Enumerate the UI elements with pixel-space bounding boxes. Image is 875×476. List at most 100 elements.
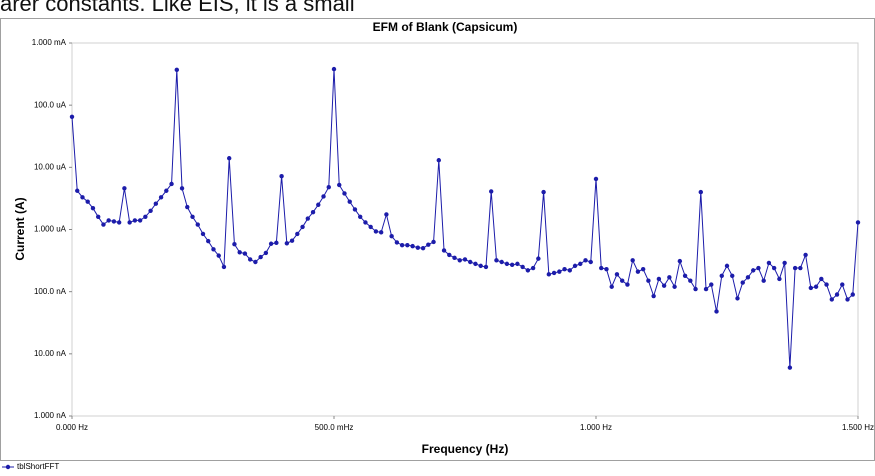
- data-point: [373, 229, 379, 234]
- chart-title: EFM of Blank (Capsicum): [373, 20, 518, 34]
- y-tick-label: 10.00 uA: [34, 162, 67, 171]
- data-point: [127, 220, 132, 225]
- data-point: [756, 265, 761, 271]
- data-point: [635, 269, 641, 274]
- data-point: [515, 261, 520, 267]
- y-axis-title: Current (A): [13, 197, 27, 260]
- data-point: [389, 234, 394, 239]
- legend-marker: [5, 464, 11, 470]
- data-point: [688, 278, 693, 283]
- data-point: [494, 258, 499, 263]
- data-point: [583, 258, 588, 263]
- data-point: [447, 252, 452, 258]
- data-point: [468, 259, 473, 265]
- data-point: [771, 265, 777, 271]
- y-tick-label: 10.00 nA: [34, 349, 67, 358]
- data-point: [263, 250, 269, 256]
- data-point: [326, 184, 331, 190]
- data-point: [824, 282, 829, 287]
- data-point: [247, 257, 253, 262]
- data-point: [719, 273, 724, 278]
- x-axis-title: Frequency (Hz): [422, 442, 509, 456]
- y-tick-label: 100.0 nA: [34, 287, 67, 296]
- data-point: [164, 188, 169, 193]
- data-point: [179, 186, 185, 191]
- data-point: [143, 214, 148, 220]
- data-point: [69, 114, 75, 119]
- data-point: [625, 282, 630, 287]
- x-tick-label: 1.000 Hz: [580, 423, 612, 432]
- data-point: [227, 156, 232, 161]
- data-point: [709, 282, 714, 287]
- data-point: [840, 282, 845, 287]
- data-point: [536, 256, 541, 261]
- data-point: [546, 272, 552, 277]
- data-point: [557, 269, 562, 274]
- data-point: [85, 199, 90, 204]
- data-point: [80, 195, 85, 200]
- data-point: [677, 258, 683, 264]
- data-point: [562, 266, 567, 272]
- data-point: [258, 254, 263, 260]
- data-point: [420, 246, 426, 251]
- x-tick-label: 500.0 mHz: [315, 423, 354, 432]
- data-point: [819, 276, 824, 282]
- x-tick-label: 0.000 Hz: [56, 423, 88, 432]
- data-point: [751, 268, 756, 273]
- data-point: [787, 365, 793, 370]
- data-point: [672, 284, 677, 289]
- data-point: [122, 186, 127, 191]
- data-point: [682, 273, 688, 278]
- data-point: [279, 174, 284, 179]
- data-point: [855, 220, 861, 225]
- data-point: [289, 238, 295, 243]
- y-tick-label: 1.000 mA: [32, 38, 67, 47]
- data-point: [111, 219, 117, 224]
- data-point: [331, 66, 337, 72]
- data-point: [703, 286, 709, 292]
- data-point: [106, 218, 111, 223]
- data-point: [525, 268, 531, 273]
- data-point: [578, 261, 583, 267]
- data-point: [426, 242, 431, 247]
- data-point: [90, 206, 96, 211]
- data-point: [777, 276, 782, 282]
- data-point: [316, 202, 321, 207]
- data-point: [651, 293, 656, 299]
- data-point: [96, 214, 101, 220]
- data-point: [541, 189, 546, 195]
- data-point: [216, 253, 221, 258]
- data-point: [457, 258, 462, 263]
- data-point: [415, 245, 421, 250]
- data-point: [599, 265, 604, 271]
- data-point: [813, 284, 819, 289]
- data-point: [499, 259, 504, 265]
- data-point: [567, 268, 572, 273]
- data-point: [300, 224, 305, 230]
- data-point: [384, 212, 389, 217]
- plot-frame: [71, 42, 859, 417]
- data-point: [242, 251, 248, 256]
- caption-text: arer constants. Like EIS, it is a small: [0, 0, 355, 16]
- data-point: [693, 286, 698, 292]
- data-point: [730, 273, 735, 278]
- data-point: [200, 231, 206, 237]
- data-point: [347, 199, 352, 204]
- data-point: [363, 220, 368, 225]
- data-point: [153, 201, 159, 206]
- data-point: [620, 278, 625, 283]
- data-point: [137, 218, 143, 223]
- data-point: [504, 261, 510, 267]
- data-point: [473, 261, 478, 267]
- data-point: [410, 243, 415, 249]
- data-point: [169, 181, 174, 187]
- data-point: [740, 280, 745, 285]
- data-point: [462, 257, 468, 262]
- data-point: [436, 158, 441, 163]
- data-point: [782, 260, 787, 266]
- data-point: [358, 214, 363, 220]
- data-point: [190, 214, 195, 220]
- data-point: [489, 189, 494, 194]
- data-point: [195, 222, 200, 227]
